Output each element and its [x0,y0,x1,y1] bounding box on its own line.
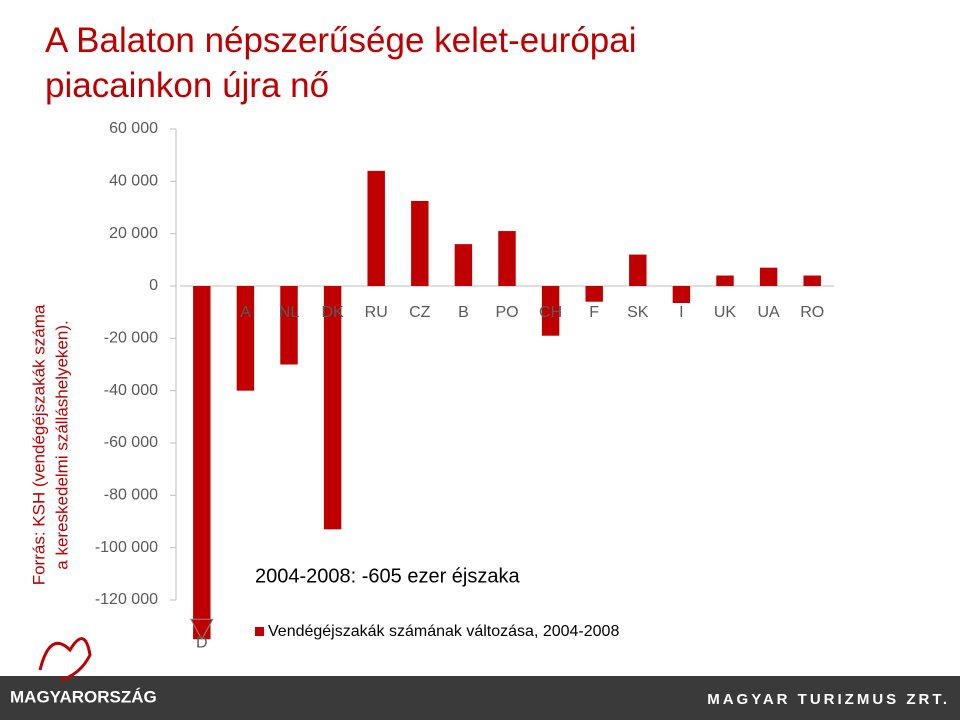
bar [541,286,560,336]
bar [323,286,342,530]
bar [367,170,385,286]
y-tick-label: -120 000 [95,591,158,608]
logo [38,637,92,682]
bar [672,286,691,304]
x-tick-label: D [196,634,208,651]
bar [236,286,255,391]
bar [454,244,473,286]
y-tick-label: -60 000 [104,434,158,451]
bar [803,275,821,286]
x-tick-label: UK [714,304,737,321]
y-tick-label: -20 000 [104,330,158,347]
x-tick-label: F [589,304,599,321]
footer-right: MAGYAR TURIZMUS ZRT. [707,691,950,708]
bar [193,286,211,640]
bar [629,254,647,286]
bar [759,267,778,286]
source-line: a kereskedelmi szálláshelyeken). [52,320,71,569]
x-tick-label: RO [800,304,824,321]
x-tick-label: CH [539,304,562,321]
x-tick-label: I [679,304,683,321]
bar [280,286,298,365]
x-tick-label: A [240,304,251,321]
x-tick-label: CZ [409,304,431,321]
y-tick-label: 0 [149,277,158,294]
bar [498,231,516,286]
source-line: Forrás: KSH (vendégéjszakák száma [29,304,48,585]
y-tick-label: -40 000 [104,382,158,399]
x-tick-label: UA [757,304,780,321]
y-tick-label: -80 000 [104,487,158,504]
annotation: 2004-2008: -605 ezer éjszaka [255,565,520,587]
title: A Balaton népszerűsége kelet-európai pia… [45,21,637,105]
y-tick-label: 40 000 [109,173,158,190]
bar [716,275,734,286]
bar [585,286,603,302]
x-tick-label: SK [627,304,649,321]
y-tick-label: 60 000 [109,120,158,137]
footer-bar [0,676,960,720]
y-tick-label: 20 000 [109,225,158,242]
x-tick-label: RU [365,304,388,321]
x-tick-label: PO [495,304,518,321]
footer-left: MAGYARORSZÁG [10,687,157,706]
x-tick-label: NL [279,304,300,321]
legend-label: Vendégéjszakák számának változása, 2004-… [268,623,619,640]
x-tick-label: DK [321,304,344,321]
bar [411,200,429,286]
legend-swatch [255,627,264,636]
y-tick-label: -100 000 [95,539,158,556]
off-scale-arrow [189,618,214,641]
x-tick-label: B [458,304,469,321]
